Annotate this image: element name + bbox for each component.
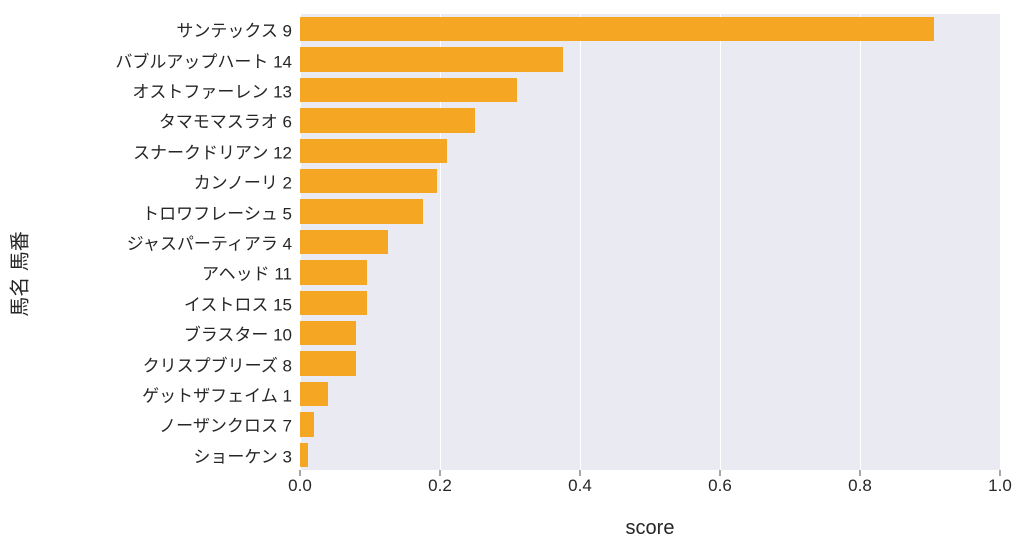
y-tick-label: アヘッド 11 — [202, 260, 300, 285]
y-tick-label: ショーケン 3 — [193, 442, 300, 467]
gridline — [860, 14, 861, 470]
x-tick-label: 0.2 — [428, 470, 452, 496]
y-tick-label: ゲットザフェイム 1 — [142, 382, 300, 407]
y-tick-label: オストファーレン 13 — [132, 78, 300, 103]
y-tick-label: ブラスター 10 — [184, 321, 300, 346]
bar — [300, 382, 328, 406]
bar — [300, 412, 314, 436]
bar — [300, 17, 934, 41]
bar — [300, 291, 367, 315]
y-tick-label: ノーザンクロス 7 — [159, 412, 300, 437]
x-tick-label: 0.6 — [708, 470, 732, 496]
y-tick-label: ジャスパーティアラ 4 — [127, 230, 300, 255]
y-axis-label: 馬名 馬番 — [4, 231, 33, 317]
bar — [300, 230, 388, 254]
bar — [300, 139, 447, 163]
x-tick-label: 0.0 — [288, 470, 312, 496]
bar — [300, 260, 367, 284]
bar — [300, 169, 437, 193]
bar — [300, 443, 308, 467]
y-tick-label: スナークドリアン 12 — [133, 138, 300, 163]
y-tick-label: タマモマスラオ 6 — [159, 108, 300, 133]
bar — [300, 199, 423, 223]
y-tick-label: バブルアップハート 14 — [115, 47, 300, 72]
x-tick-label: 1.0 — [988, 470, 1012, 496]
bar — [300, 321, 356, 345]
bar — [300, 351, 356, 375]
y-tick-label: カンノーリ 2 — [194, 169, 300, 194]
x-tick-label: 0.8 — [848, 470, 872, 496]
x-tick-label: 0.4 — [568, 470, 592, 496]
y-tick-label: イストロス 15 — [184, 290, 300, 315]
y-tick-label: クリスプブリーズ 8 — [143, 351, 300, 376]
gridline — [580, 14, 581, 470]
bar — [300, 108, 475, 132]
gridline — [720, 14, 721, 470]
bar — [300, 78, 517, 102]
x-axis-label: score — [300, 517, 1000, 540]
bar-chart: 馬名 馬番 0.00.20.40.60.81.0サンテックス 9バブルアップハー… — [0, 0, 1024, 548]
bar — [300, 47, 563, 71]
gridline — [1000, 14, 1001, 470]
y-tick-label: トロワフレーシュ 5 — [142, 199, 300, 224]
y-tick-label: サンテックス 9 — [176, 17, 300, 42]
plot-area: 0.00.20.40.60.81.0サンテックス 9バブルアップハート 14オス… — [300, 14, 1000, 470]
